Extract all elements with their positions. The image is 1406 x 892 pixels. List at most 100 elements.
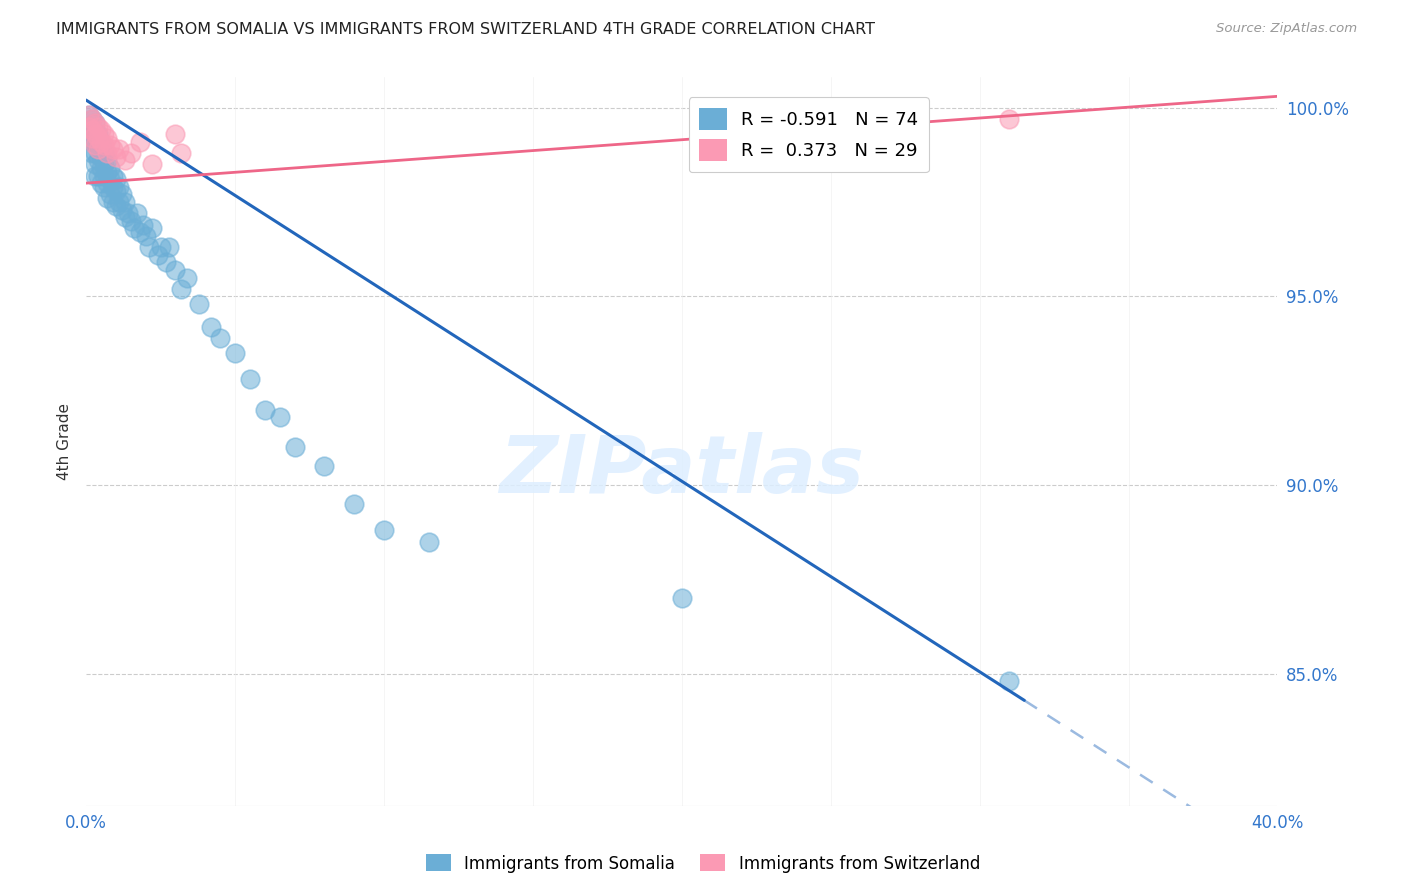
Point [84,127,107,141]
Point [90,150,112,164]
Point [98,187,121,202]
Point [111,187,134,202]
Point [101,169,124,183]
Point [84,116,107,130]
Point [165,127,187,141]
Point [108,194,131,209]
Point [84,145,107,160]
Point [170,282,193,296]
Point [146,248,169,262]
Point [96,145,118,160]
Point [671,591,693,606]
Point [84,138,107,153]
Point [93,127,115,141]
Point [80,123,103,137]
Point [314,459,336,474]
Point [253,402,276,417]
Point [84,169,107,183]
Point [998,112,1021,126]
Point [96,165,118,179]
Point [125,206,148,220]
Point [87,131,110,145]
Point [87,120,110,134]
Point [128,225,150,239]
Point [84,127,107,141]
Text: ZIPatlas: ZIPatlas [499,432,865,510]
Point [117,206,139,220]
Point [87,142,110,156]
Point [101,142,124,156]
Point [135,229,157,244]
Point [93,169,115,183]
Point [343,497,366,511]
Point [131,218,153,232]
Legend: Immigrants from Somalia, Immigrants from Switzerland: Immigrants from Somalia, Immigrants from… [419,847,987,880]
Point [80,131,103,145]
Point [165,263,187,277]
Legend: R = -0.591   N = 74, R =  0.373   N = 29: R = -0.591 N = 74, R = 0.373 N = 29 [689,97,929,172]
Point [77,108,100,122]
Point [138,240,160,254]
Point [101,194,124,209]
Point [98,138,121,153]
Point [239,372,262,386]
Point [84,157,107,171]
Point [104,172,127,186]
Point [176,270,198,285]
Point [120,145,142,160]
Point [114,194,136,209]
Point [114,153,136,168]
Point [80,145,103,160]
Point [141,221,163,235]
Point [80,135,103,149]
Point [84,135,107,149]
Point [108,180,131,194]
Y-axis label: 4th Grade: 4th Grade [58,403,72,480]
Point [90,176,112,190]
Point [96,153,118,168]
Point [373,524,395,538]
Point [98,161,121,175]
Point [90,123,112,137]
Point [114,210,136,224]
Point [90,161,112,175]
Point [77,120,100,134]
Point [122,221,145,235]
Point [84,116,107,130]
Point [98,172,121,186]
Point [93,157,115,171]
Point [87,169,110,183]
Point [90,138,112,153]
Point [149,240,172,254]
Point [96,191,118,205]
Point [188,297,211,311]
Point [224,346,246,360]
Point [96,131,118,145]
Point [170,145,193,160]
Point [93,138,115,153]
Point [120,214,142,228]
Point [128,135,150,149]
Point [77,120,100,134]
Point [284,441,307,455]
Point [80,112,103,126]
Point [87,127,110,141]
Point [111,202,134,217]
Point [80,123,103,137]
Point [269,410,291,425]
Point [77,127,100,141]
Point [101,180,124,194]
Point [418,534,440,549]
Point [141,157,163,171]
Point [820,108,842,122]
Point [209,331,232,345]
Point [200,319,222,334]
Point [104,150,127,164]
Text: Source: ZipAtlas.com: Source: ZipAtlas.com [1216,22,1357,36]
Point [104,184,127,198]
Point [87,142,110,156]
Point [87,153,110,168]
Point [108,142,131,156]
Point [998,674,1021,689]
Point [93,145,115,160]
